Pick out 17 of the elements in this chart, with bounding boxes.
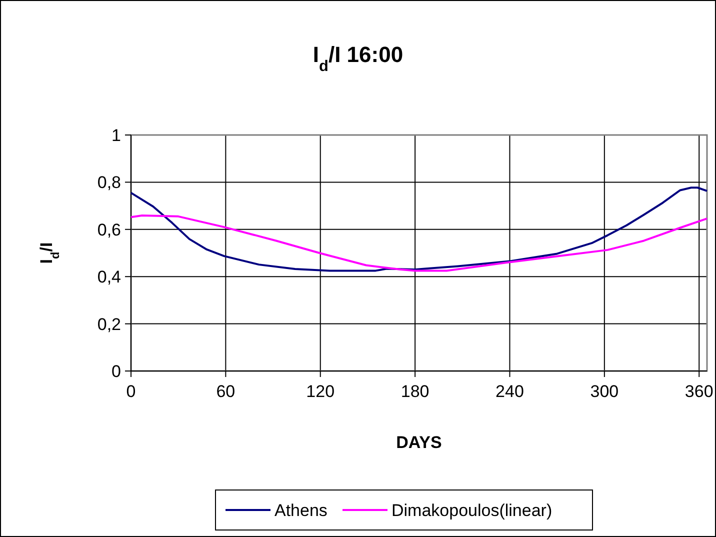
x-tick-label: 360 (684, 382, 714, 401)
x-tick-label: 240 (496, 382, 524, 401)
x-tick-label: 60 (216, 382, 236, 401)
y-tick-label: 0,2 (97, 314, 121, 334)
x-axis-title: DAYS (396, 433, 442, 452)
y-tick-label: 1 (112, 126, 121, 145)
chart-title: I$_{d}$/I 16:00 (312, 42, 404, 74)
y-tick-label: 0 (112, 362, 121, 381)
x-tick-label: 300 (590, 382, 619, 401)
x-tick-label: 180 (400, 382, 430, 401)
legend-label: Dimakopoulos(linear) (392, 500, 552, 520)
y-tick-label: 0,6 (97, 220, 121, 240)
legend-label: Athens (274, 500, 328, 520)
y-tick-label: 0,4 (97, 268, 121, 287)
x-tick-label: 120 (306, 382, 335, 401)
y-tick-label: 0,8 (97, 173, 121, 192)
x-tick-label: 0 (126, 382, 136, 401)
